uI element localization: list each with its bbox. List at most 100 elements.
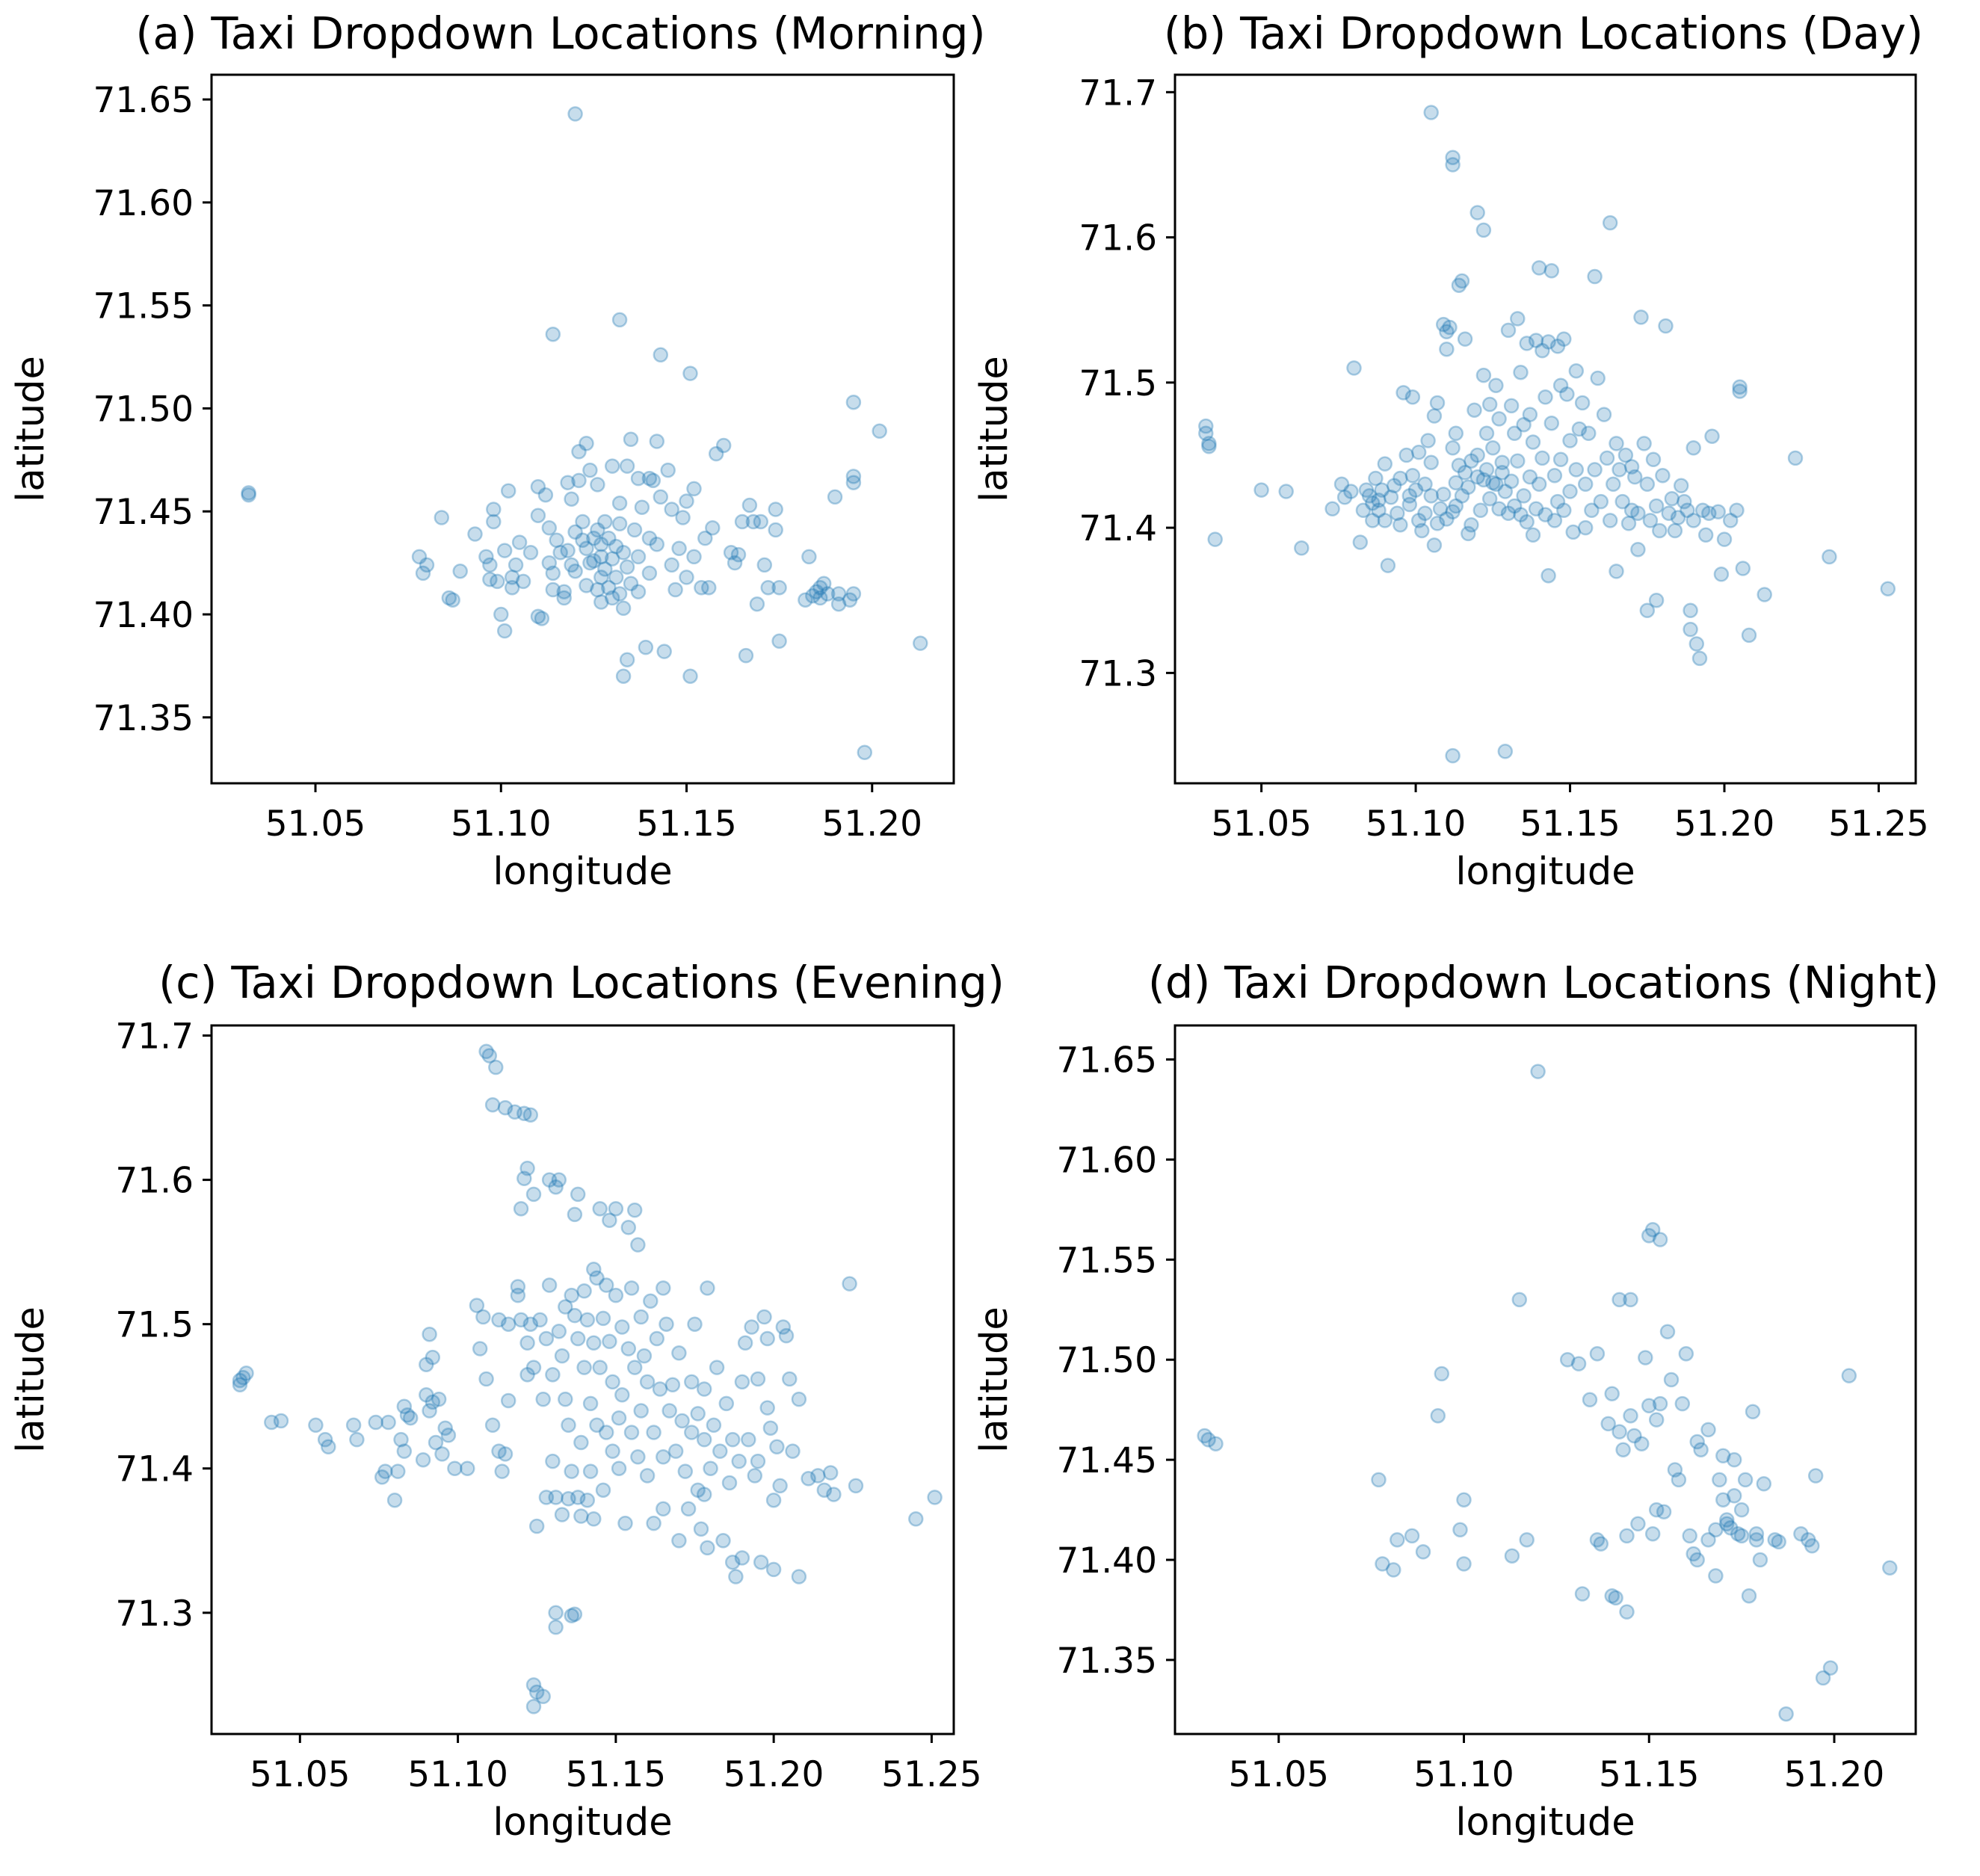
- data-point: [1559, 1351, 1576, 1368]
- data-point: [1434, 1366, 1450, 1382]
- data-point: [1741, 1587, 1757, 1604]
- data-point: [1693, 1442, 1709, 1457]
- data-point: [1478, 462, 1495, 478]
- data-point: [697, 530, 713, 546]
- data-point: [308, 1417, 324, 1434]
- data-point: [604, 551, 620, 567]
- data-point: [380, 1414, 396, 1431]
- data-point: [687, 1316, 703, 1332]
- data-point: [1648, 498, 1665, 514]
- data-point: [419, 1357, 434, 1372]
- data-point: [1423, 454, 1439, 470]
- y-tick-label: 71.40: [1056, 1540, 1157, 1582]
- data-point: [579, 1312, 596, 1328]
- data-point: [639, 1468, 656, 1484]
- data-point: [671, 1533, 687, 1549]
- x-tick-label: 51.10: [451, 803, 552, 845]
- data-point: [525, 1360, 542, 1375]
- data-point: [646, 1515, 661, 1531]
- data-point: [659, 1316, 674, 1332]
- data-point: [1614, 493, 1630, 510]
- data-point: [541, 1172, 558, 1188]
- data-point: [630, 470, 647, 487]
- data-point: [1445, 157, 1461, 173]
- data-point: [491, 1443, 507, 1459]
- data-point: [575, 532, 590, 549]
- data-point: [1445, 149, 1461, 165]
- data-point: [1648, 1412, 1665, 1428]
- data-point: [656, 1449, 671, 1465]
- data-point: [1778, 1706, 1794, 1722]
- data-point: [724, 1431, 741, 1448]
- data-point: [759, 1330, 775, 1347]
- data-point: [1617, 447, 1634, 463]
- data-point: [496, 543, 513, 558]
- data-point: [1639, 602, 1656, 619]
- data-point: [556, 584, 572, 599]
- data-point: [1454, 273, 1470, 289]
- data-point: [623, 1425, 640, 1440]
- data-point: [525, 1186, 542, 1203]
- data-point: [1475, 367, 1492, 383]
- data-point: [422, 1403, 437, 1419]
- data-point: [1457, 465, 1473, 481]
- data-point: [1414, 522, 1430, 539]
- data-point: [1324, 501, 1340, 517]
- data-point: [1641, 1227, 1657, 1244]
- data-point: [592, 1360, 608, 1375]
- data-point: [1404, 1528, 1420, 1544]
- data-point: [1697, 527, 1714, 543]
- data-point: [452, 563, 468, 579]
- scatter-points: [241, 106, 928, 760]
- x-axis-label: longitude: [1455, 850, 1635, 894]
- data-point: [1469, 447, 1485, 463]
- axes-frame: [1173, 1024, 1917, 1735]
- data-point: [1525, 527, 1541, 543]
- data-point: [1377, 456, 1393, 472]
- data-point: [1630, 505, 1646, 521]
- data-point: [1481, 490, 1498, 507]
- data-point: [1278, 484, 1294, 499]
- data-point: [541, 520, 558, 536]
- data-point: [586, 1262, 602, 1277]
- data-point: [694, 579, 709, 596]
- data-point: [731, 1453, 747, 1469]
- data-point: [1689, 1552, 1705, 1568]
- data-point: [1612, 1424, 1627, 1440]
- data-point: [548, 1605, 564, 1621]
- data-point: [1582, 1392, 1598, 1408]
- data-point: [619, 458, 635, 474]
- y-tick-label: 71.45: [93, 492, 194, 533]
- data-point: [586, 1335, 602, 1351]
- data-point: [1374, 482, 1390, 498]
- data-point: [705, 520, 721, 536]
- data-point: [1612, 1292, 1627, 1308]
- data-point: [1383, 490, 1399, 505]
- data-point: [768, 522, 783, 538]
- data-point: [646, 1425, 661, 1440]
- y-tick-label: 71.40: [93, 595, 194, 636]
- x-tick-label: 51.10: [407, 1754, 508, 1795]
- data-point: [690, 1406, 706, 1422]
- data-point: [769, 1439, 785, 1455]
- data-point: [1361, 488, 1378, 504]
- data-point: [484, 1417, 501, 1434]
- data-point: [530, 507, 546, 523]
- data-point: [576, 1283, 592, 1299]
- data-point: [1568, 363, 1585, 379]
- data-point: [1600, 1416, 1616, 1432]
- data-point: [411, 549, 428, 565]
- data-point: [488, 1059, 504, 1076]
- data-point: [494, 1463, 510, 1479]
- data-point: [1390, 1531, 1405, 1548]
- data-point: [1804, 1538, 1820, 1554]
- data-point: [1644, 1525, 1661, 1542]
- data-point: [551, 1324, 567, 1339]
- scatter-points: [1198, 105, 1896, 764]
- data-point: [425, 1394, 441, 1410]
- data-point: [1787, 450, 1804, 466]
- data-point: [1491, 411, 1507, 427]
- data-point: [745, 513, 762, 530]
- y-tick-label: 71.35: [93, 698, 194, 739]
- y-tick-label: 71.55: [93, 286, 194, 327]
